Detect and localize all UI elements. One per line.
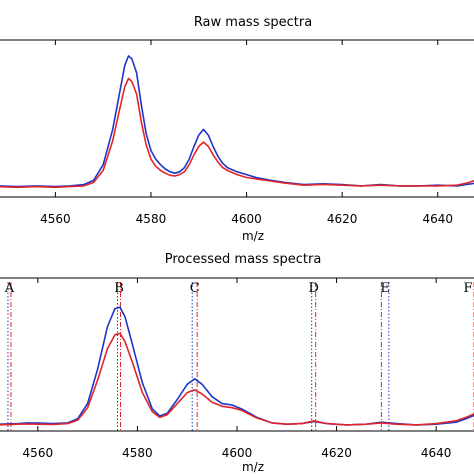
x-tick-labels: 4560 4580 4600 4620 4640 bbox=[23, 446, 452, 460]
x-axis-label: m/z bbox=[242, 229, 264, 243]
x-ticks bbox=[54, 40, 439, 197]
series-lines bbox=[0, 55, 474, 189]
x-tick-label: 4560 bbox=[40, 212, 71, 226]
x-tick-label: 4640 bbox=[421, 446, 452, 460]
x-ticks bbox=[37, 278, 437, 431]
x-tick-label: 4620 bbox=[321, 446, 352, 460]
x-axis-label: m/z bbox=[242, 460, 264, 474]
series-line-0 bbox=[0, 55, 474, 188]
x-tick-label: 4640 bbox=[422, 212, 453, 226]
processed-spectra-chart: Processed mass spectra A B C D E F 4560 4580 46… bbox=[0, 252, 474, 474]
x-tick-label: 4600 bbox=[222, 446, 253, 460]
x-tick-label: 4580 bbox=[122, 446, 153, 460]
x-tick-label: 4620 bbox=[327, 212, 358, 226]
x-tick-label: 4600 bbox=[231, 212, 262, 226]
peak-label-D: D bbox=[308, 281, 318, 296]
series-line-0 bbox=[0, 306, 474, 426]
peak-label-C: C bbox=[190, 281, 200, 296]
plot-frame bbox=[0, 39, 474, 198]
peak-label-E: E bbox=[380, 281, 390, 296]
chart-title: Raw mass spectra bbox=[194, 15, 312, 30]
x-tick-labels: 4560 4580 4600 4620 4640 bbox=[40, 212, 453, 226]
chart-title: Processed mass spectra bbox=[165, 252, 322, 267]
x-tick-label: 4580 bbox=[136, 212, 167, 226]
peak-label-F: F bbox=[463, 281, 472, 296]
series-lines bbox=[0, 306, 474, 426]
series-line-1 bbox=[0, 77, 474, 189]
raw-spectra-chart: Raw mass spectra 4560 4580 4600 4620 4640 m/… bbox=[0, 15, 474, 243]
peak-label-A: A bbox=[4, 281, 15, 296]
series-line-1 bbox=[0, 332, 474, 426]
peak-label-B: B bbox=[114, 281, 124, 296]
plot-frame bbox=[0, 277, 474, 432]
x-tick-label: 4560 bbox=[23, 446, 54, 460]
